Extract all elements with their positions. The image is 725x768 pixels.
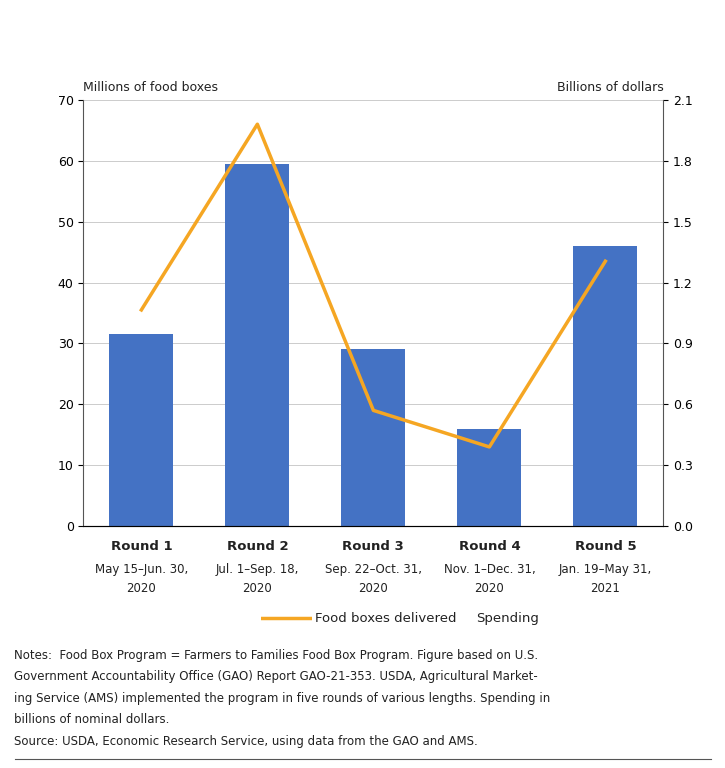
Text: Millions of food boxes: Millions of food boxes bbox=[83, 81, 218, 94]
Text: Jul. 1–Sep. 18,: Jul. 1–Sep. 18, bbox=[216, 563, 299, 576]
Text: Nov. 1–Dec. 31,: Nov. 1–Dec. 31, bbox=[444, 563, 535, 576]
Text: Jan. 19–May 31,: Jan. 19–May 31, bbox=[559, 563, 652, 576]
Bar bbox=[434, 29, 473, 88]
Text: Round 4: Round 4 bbox=[458, 540, 521, 553]
Text: Billions of dollars: Billions of dollars bbox=[557, 81, 663, 94]
Bar bbox=[225, 164, 289, 526]
Text: Government Accountability Office (GAO) Report GAO-21-353. USDA, Agricultural Mar: Government Accountability Office (GAO) R… bbox=[14, 670, 538, 684]
Bar bbox=[457, 429, 521, 526]
Text: Food boxes delivered: Food boxes delivered bbox=[315, 612, 457, 624]
Text: U.S. DEPARTMENT OF AGRICULTURE: U.S. DEPARTMENT OF AGRICULTURE bbox=[482, 61, 633, 70]
Text: Round 1: Round 1 bbox=[110, 540, 173, 553]
Text: by round, May 2020–May 2021: by round, May 2020–May 2021 bbox=[11, 63, 318, 81]
Text: 2020: 2020 bbox=[474, 582, 505, 595]
Text: Sep. 22–Oct. 31,: Sep. 22–Oct. 31, bbox=[325, 563, 422, 576]
Text: Round 5: Round 5 bbox=[574, 540, 637, 553]
Text: billions of nominal dollars.: billions of nominal dollars. bbox=[14, 713, 170, 727]
Text: 2020: 2020 bbox=[358, 582, 389, 595]
Bar bbox=[341, 349, 405, 526]
Bar bbox=[109, 334, 173, 526]
Text: USDA: USDA bbox=[446, 24, 507, 43]
Text: Source: USDA, Economic Research Service, using data from the GAO and AMS.: Source: USDA, Economic Research Service,… bbox=[14, 735, 478, 748]
Text: Round 2: Round 2 bbox=[226, 540, 288, 553]
Text: Round 3: Round 3 bbox=[342, 540, 405, 553]
Text: ing Service (AMS) implemented the program in five rounds of various lengths. Spe: ing Service (AMS) implemented the progra… bbox=[14, 692, 551, 705]
Text: Notes:  Food Box Program = Farmers to Families Food Box Program. Figure based on: Notes: Food Box Program = Farmers to Fam… bbox=[14, 649, 539, 662]
Text: Economic Research Service: Economic Research Service bbox=[482, 22, 636, 32]
Text: 2021: 2021 bbox=[590, 582, 621, 595]
Text: 2020: 2020 bbox=[126, 582, 157, 595]
Bar bbox=[573, 246, 637, 526]
Text: Spending: Spending bbox=[476, 612, 539, 624]
Text: 2020: 2020 bbox=[242, 582, 273, 595]
Text: Food Box Program spending and deliveries: Food Box Program spending and deliveries bbox=[11, 18, 444, 36]
Text: May 15–Jun. 30,: May 15–Jun. 30, bbox=[95, 563, 188, 576]
